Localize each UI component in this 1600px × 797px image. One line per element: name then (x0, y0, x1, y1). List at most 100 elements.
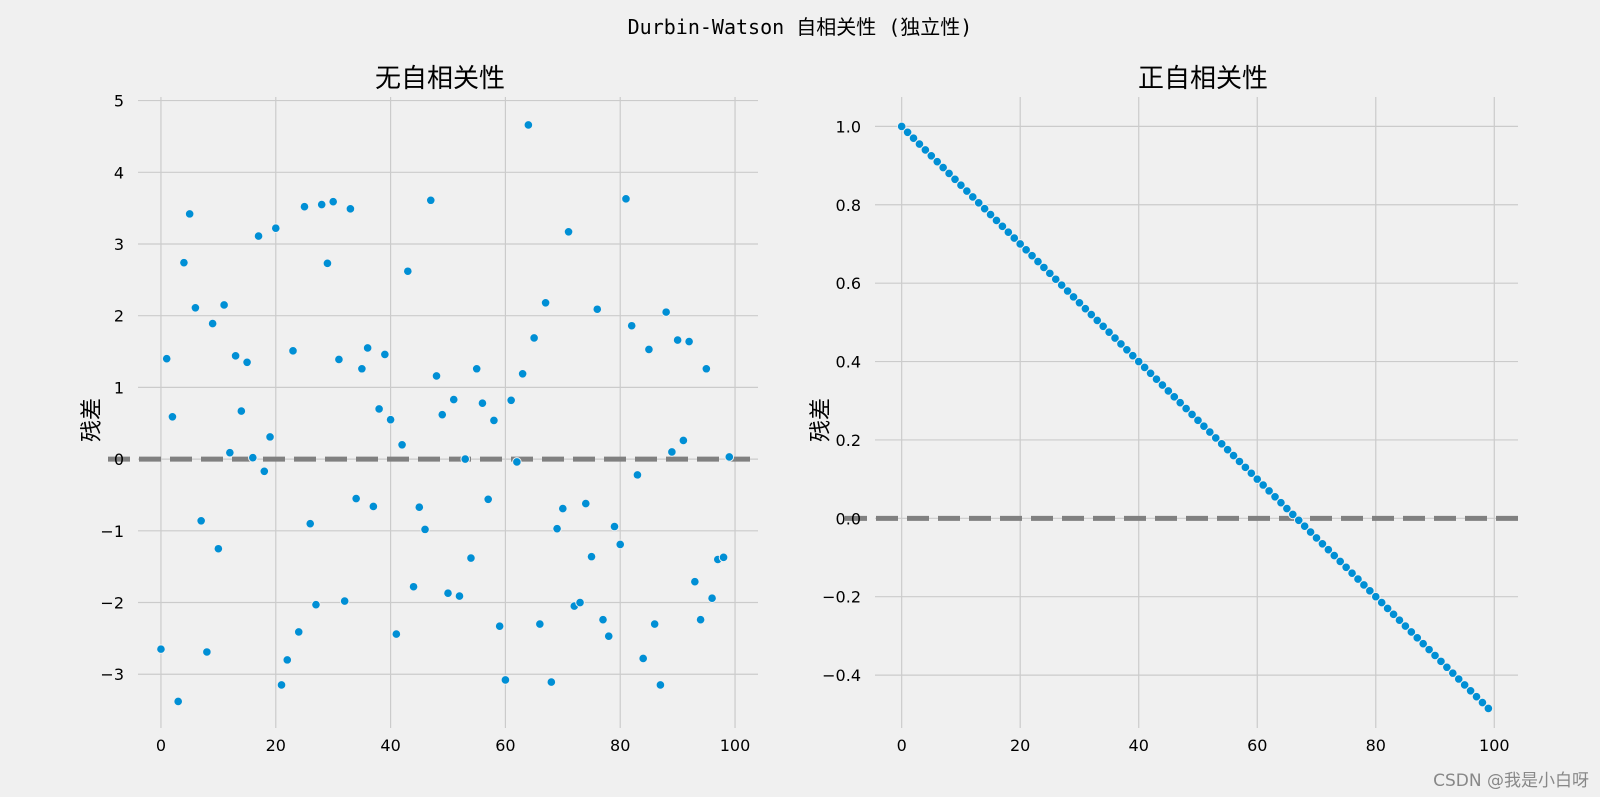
data-point (609, 521, 620, 532)
data-point (621, 194, 631, 204)
data-point (500, 675, 511, 685)
data-point (1199, 421, 1209, 432)
data-point (288, 346, 298, 356)
data-point (1459, 680, 1470, 690)
y-tick-label: 0.4 (836, 353, 861, 372)
data-point (448, 394, 459, 405)
data-point (1477, 697, 1488, 708)
data-point (1015, 239, 1025, 249)
data-point (179, 257, 189, 268)
data-point (690, 576, 700, 587)
data-point (580, 498, 591, 509)
data-point (973, 198, 984, 208)
data-point (592, 304, 603, 315)
x-tick-label: 80 (610, 736, 630, 755)
data-point (1276, 497, 1286, 508)
data-point (374, 404, 384, 414)
data-point (414, 502, 425, 512)
data-point (1270, 491, 1280, 502)
x-tick-label: 20 (1010, 736, 1030, 755)
data-point (1311, 533, 1322, 543)
data-point (322, 258, 333, 269)
data-point (655, 680, 666, 690)
data-point (985, 209, 996, 220)
data-point (282, 655, 293, 665)
data-point (944, 168, 954, 179)
x-tick-label: 40 (380, 736, 400, 755)
data-point (718, 552, 729, 563)
data-point (908, 133, 919, 143)
data-point (529, 333, 539, 343)
data-point (615, 539, 626, 550)
data-point (1056, 280, 1067, 290)
data-point (1033, 256, 1043, 267)
data-point (471, 363, 482, 374)
data-point (334, 354, 344, 365)
data-point (305, 518, 316, 529)
data-point (213, 543, 224, 554)
data-point (196, 515, 206, 526)
data-point (603, 631, 614, 642)
data-point (1210, 433, 1221, 443)
data-point (1359, 580, 1369, 590)
data-point (1376, 597, 1387, 608)
data-point (546, 677, 557, 687)
subplot-no-autocorrelation: 无自相关性 残差 0 20 40 60 80 100 −3 −2 −1 0 1 2 3 4 5 (80, 64, 758, 755)
data-point (466, 553, 476, 563)
data-point (638, 653, 648, 664)
data-point (328, 196, 338, 207)
data-point (902, 127, 913, 138)
data-point (1388, 609, 1399, 620)
data-point (397, 439, 407, 450)
data-point (1169, 392, 1180, 402)
data-point (230, 351, 241, 361)
data-point (345, 204, 356, 214)
data-point (460, 454, 471, 464)
data-point (1412, 633, 1423, 643)
y-tick-label: −2 (100, 594, 124, 613)
y-tick-label: 0.6 (836, 274, 861, 293)
data-point (506, 395, 516, 406)
y-tick-label: 1.0 (836, 117, 861, 136)
data-point (1216, 439, 1227, 449)
x-tick-label: 80 (1366, 736, 1386, 755)
subplot-title: 无自相关性 (375, 64, 505, 94)
data-point (626, 320, 637, 331)
data-point (219, 300, 229, 310)
data-point (1122, 344, 1132, 355)
data-point (512, 457, 522, 467)
data-point (1181, 403, 1191, 414)
data-point (276, 680, 287, 690)
y-tick-label: 0.0 (836, 509, 861, 528)
data-point (1098, 321, 1108, 332)
data-point (437, 409, 448, 420)
data-point (173, 696, 183, 707)
data-point (678, 435, 689, 446)
data-point (265, 432, 275, 442)
y-tick-label: 2 (114, 307, 124, 326)
data-point (1027, 250, 1037, 261)
data-point (632, 470, 643, 480)
data-point (938, 162, 948, 173)
data-point (1222, 444, 1233, 455)
data-point (523, 120, 534, 130)
data-point (299, 201, 310, 212)
data-point (1418, 638, 1428, 649)
data-point (932, 156, 943, 167)
data-point (1282, 503, 1292, 514)
data-point (1347, 568, 1357, 578)
y-axis-label: 残差 (809, 398, 834, 442)
data-point (1062, 286, 1073, 296)
data-point (1228, 450, 1239, 461)
data-point (1157, 380, 1168, 390)
data-point (184, 209, 195, 219)
data-point (1092, 315, 1103, 326)
data-point (1400, 621, 1411, 631)
data-point (1442, 662, 1452, 673)
y-tick-label: −0.2 (822, 588, 861, 607)
subplot-title: 正自相关性 (1138, 64, 1268, 94)
data-point (1299, 521, 1310, 531)
data-point (161, 353, 172, 364)
data-point (1305, 527, 1316, 537)
